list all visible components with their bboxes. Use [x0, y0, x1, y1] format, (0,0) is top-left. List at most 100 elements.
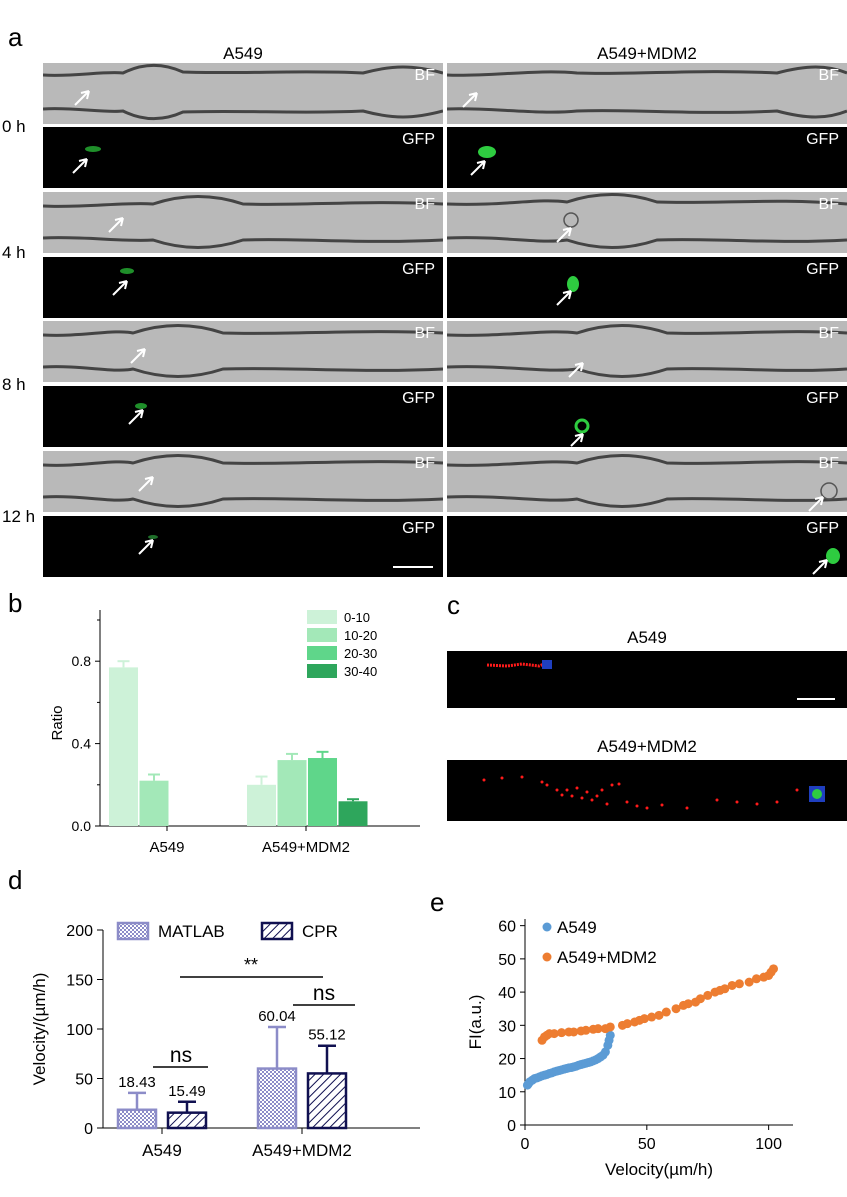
- legend-label: CPR: [302, 922, 338, 941]
- bar: [338, 801, 368, 826]
- track-point: [635, 804, 639, 808]
- legend-swatch: [260, 921, 294, 941]
- x-tick-label: 0: [521, 1136, 530, 1153]
- ns-label: ns: [313, 982, 335, 1005]
- bf-tag: BF: [414, 325, 435, 342]
- data-label: 55.12: [308, 1027, 346, 1044]
- bf-image-mdm2-4h: BF: [447, 192, 847, 253]
- bf-image-mdm2-12h: BF: [447, 451, 847, 512]
- bf-tag: BF: [818, 67, 839, 84]
- gfp-tag: GFP: [806, 520, 839, 537]
- bf-image-mdm2-0h: BF: [447, 63, 847, 124]
- data-label: 15.49: [168, 1083, 206, 1100]
- bf-tag: BF: [818, 325, 839, 342]
- track-point: [555, 788, 559, 792]
- gfp-tag: GFP: [806, 261, 839, 278]
- track-point: [595, 794, 599, 798]
- chart-e: 0 10 20 30 40 50 60 0 50 100 Velocity(µm/h) FI(a.u.…: [466, 918, 793, 1179]
- track-point: [580, 796, 584, 800]
- y-tick-label: 20: [498, 1052, 516, 1069]
- panel-label-d: d: [8, 865, 23, 895]
- scatter-point: [671, 1004, 681, 1014]
- legend-label: 0-10: [344, 610, 370, 625]
- gfp-image-mdm2-8h: GFP: [447, 386, 847, 447]
- time-label-12h: 12 h: [2, 507, 36, 526]
- scatter-point: [720, 984, 730, 994]
- track-point: [645, 806, 649, 810]
- time-label-8h: 8 h: [2, 375, 26, 394]
- ns-label: ns: [170, 1044, 192, 1067]
- bf-tag: BF: [818, 455, 839, 472]
- column-title-a549: A549: [223, 44, 263, 63]
- track-point: [775, 800, 779, 804]
- track-point: [520, 775, 524, 779]
- legend-swatch: [307, 610, 337, 624]
- scatter-point: [734, 979, 744, 989]
- gfp-image-a549-4h: GFP: [43, 257, 443, 318]
- track-point: [585, 790, 589, 794]
- panel-c-title-a549: A549: [627, 628, 667, 647]
- track-point: [795, 788, 799, 792]
- scatter-point: [661, 1007, 671, 1017]
- track-point: [590, 798, 594, 802]
- x-tick-label: A549: [142, 1141, 182, 1160]
- legend-swatch: [116, 921, 150, 941]
- bar: [109, 667, 138, 826]
- scatter-point: [622, 1019, 632, 1029]
- gfp-tag: GFP: [402, 131, 435, 148]
- bf-tag: BF: [414, 196, 435, 213]
- track-point: [610, 783, 614, 787]
- y-axis-label: Ratio: [49, 705, 66, 740]
- y-tick-label: 100: [66, 1022, 93, 1039]
- data-label: 18.43: [118, 1074, 156, 1091]
- legend-marker: [542, 922, 552, 932]
- gfp-tag: GFP: [402, 390, 435, 407]
- y-tick-label: 60: [498, 919, 516, 936]
- bf-image-a549-4h: BF: [43, 192, 443, 253]
- scatter-point: [751, 974, 761, 984]
- bf-tag: BF: [414, 67, 435, 84]
- chart-d: 0 50 100 150 200 Velocity/(µm/h) 18.43 15.49 A54…: [30, 921, 420, 1160]
- track-point: [540, 780, 544, 784]
- track-point: [565, 788, 569, 792]
- scatter-point: [605, 1022, 615, 1032]
- time-label-0h: 0 h: [2, 117, 26, 136]
- track-point: [735, 800, 739, 804]
- bf-image-a549-8h: BF: [43, 321, 443, 382]
- bar: [256, 1067, 298, 1130]
- legend-label: MATLAB: [158, 922, 225, 941]
- significance-label: **: [244, 955, 258, 975]
- track-point: [545, 783, 549, 787]
- gfp-image-mdm2-4h: GFP: [447, 257, 847, 318]
- track-point: [500, 776, 504, 780]
- scatter-point: [703, 990, 713, 1000]
- time-label-4h: 4 h: [2, 243, 26, 262]
- track-point: [755, 802, 759, 806]
- panel-label-b: b: [8, 588, 23, 618]
- track-point: [625, 800, 629, 804]
- scatter-point: [605, 1030, 615, 1040]
- scatter-point: [744, 977, 754, 987]
- y-axis-label: FI(a.u.): [466, 995, 485, 1050]
- track-point: [605, 802, 609, 806]
- gfp-tag: GFP: [806, 390, 839, 407]
- legend-label: A549: [557, 918, 597, 937]
- x-tick-label: A549+MDM2: [252, 1141, 352, 1160]
- bar: [139, 780, 169, 826]
- legend-label: 20-30: [344, 646, 377, 661]
- y-tick-label: 10: [498, 1085, 516, 1102]
- gfp-tag: GFP: [402, 261, 435, 278]
- track-point: [575, 786, 579, 790]
- gfp-image-a549-8h: GFP: [43, 386, 443, 447]
- scatter-point: [593, 1024, 603, 1034]
- bf-image-mdm2-8h: BF: [447, 321, 847, 382]
- y-tick-label: 0.0: [72, 818, 92, 834]
- track-point: [685, 806, 689, 810]
- gfp-tag: GFP: [806, 131, 839, 148]
- y-tick-label: 0: [507, 1118, 516, 1135]
- cell-marker-core: [812, 789, 822, 799]
- track-image-a549: [447, 651, 847, 708]
- bar: [277, 760, 307, 826]
- legend-swatch: [307, 628, 337, 642]
- track-point: [600, 788, 604, 792]
